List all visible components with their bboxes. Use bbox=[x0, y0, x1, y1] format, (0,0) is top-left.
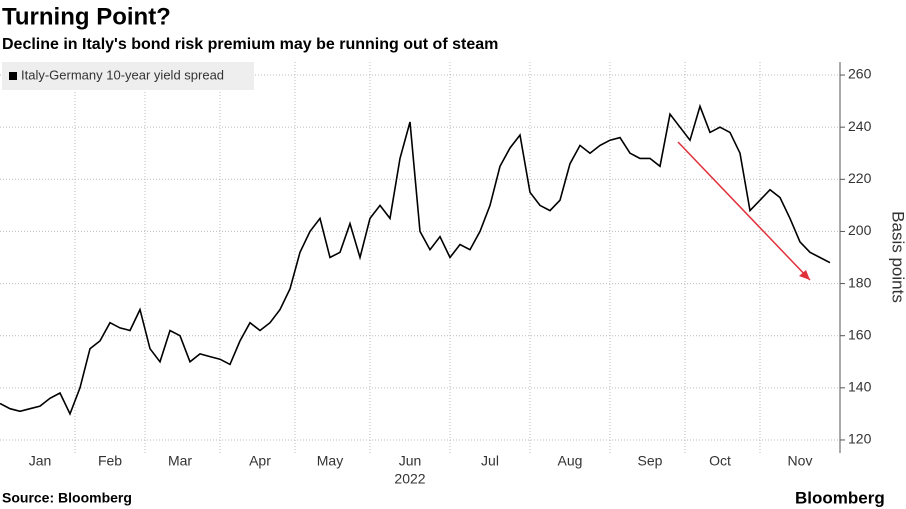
legend-label: Italy-Germany 10-year yield spread bbox=[21, 67, 224, 82]
source: Source: Bloomberg bbox=[2, 490, 132, 506]
x-tick-label: Oct bbox=[709, 453, 731, 469]
x-tick-label: Jun bbox=[399, 453, 422, 469]
y-tick-label: 260 bbox=[848, 66, 872, 82]
y-tick-label: 180 bbox=[848, 274, 872, 290]
annotation-arrow bbox=[677, 141, 811, 281]
y-tick-label: 120 bbox=[848, 431, 872, 447]
title: Turning Point? bbox=[2, 3, 171, 30]
arrow-head bbox=[799, 270, 810, 280]
y-tick-label: 160 bbox=[848, 326, 872, 342]
x-tick-label: May bbox=[317, 453, 343, 469]
x-tick-label: Mar bbox=[168, 453, 192, 469]
brand: Bloomberg bbox=[795, 488, 885, 507]
subtitle: Decline in Italy's bond risk premium may… bbox=[2, 36, 498, 53]
x-tick-label: Nov bbox=[788, 453, 813, 469]
x-axis-year: 2022 bbox=[394, 471, 425, 487]
x-tick-label: Aug bbox=[558, 453, 583, 469]
x-tick-label: Sep bbox=[638, 453, 663, 469]
legend-swatch bbox=[9, 72, 17, 80]
y-tick-label: 220 bbox=[848, 170, 872, 186]
y-tick-label: 240 bbox=[848, 118, 872, 134]
y-tick-label: 140 bbox=[848, 379, 872, 395]
x-tick-label: Jul bbox=[481, 453, 499, 469]
x-tick-label: Jan bbox=[29, 453, 52, 469]
y-axis-title: Basis points bbox=[889, 211, 906, 303]
x-tick-label: Apr bbox=[249, 453, 271, 469]
x-tick-label: Feb bbox=[98, 453, 122, 469]
series-line bbox=[0, 103, 831, 416]
y-tick-label: 200 bbox=[848, 222, 872, 238]
legend-box bbox=[2, 62, 254, 90]
